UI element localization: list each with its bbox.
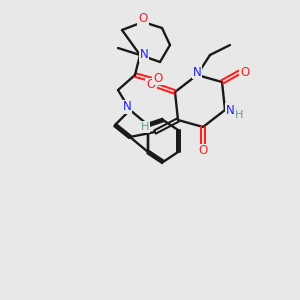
- Text: O: O: [146, 79, 156, 92]
- Text: O: O: [153, 71, 163, 85]
- Text: N: N: [226, 103, 234, 116]
- Text: O: O: [240, 65, 250, 79]
- Text: O: O: [198, 145, 208, 158]
- Text: N: N: [193, 65, 201, 79]
- Text: O: O: [138, 13, 148, 26]
- Text: H: H: [141, 122, 149, 132]
- Text: N: N: [123, 100, 131, 113]
- Text: N: N: [140, 49, 148, 62]
- Text: H: H: [235, 110, 243, 120]
